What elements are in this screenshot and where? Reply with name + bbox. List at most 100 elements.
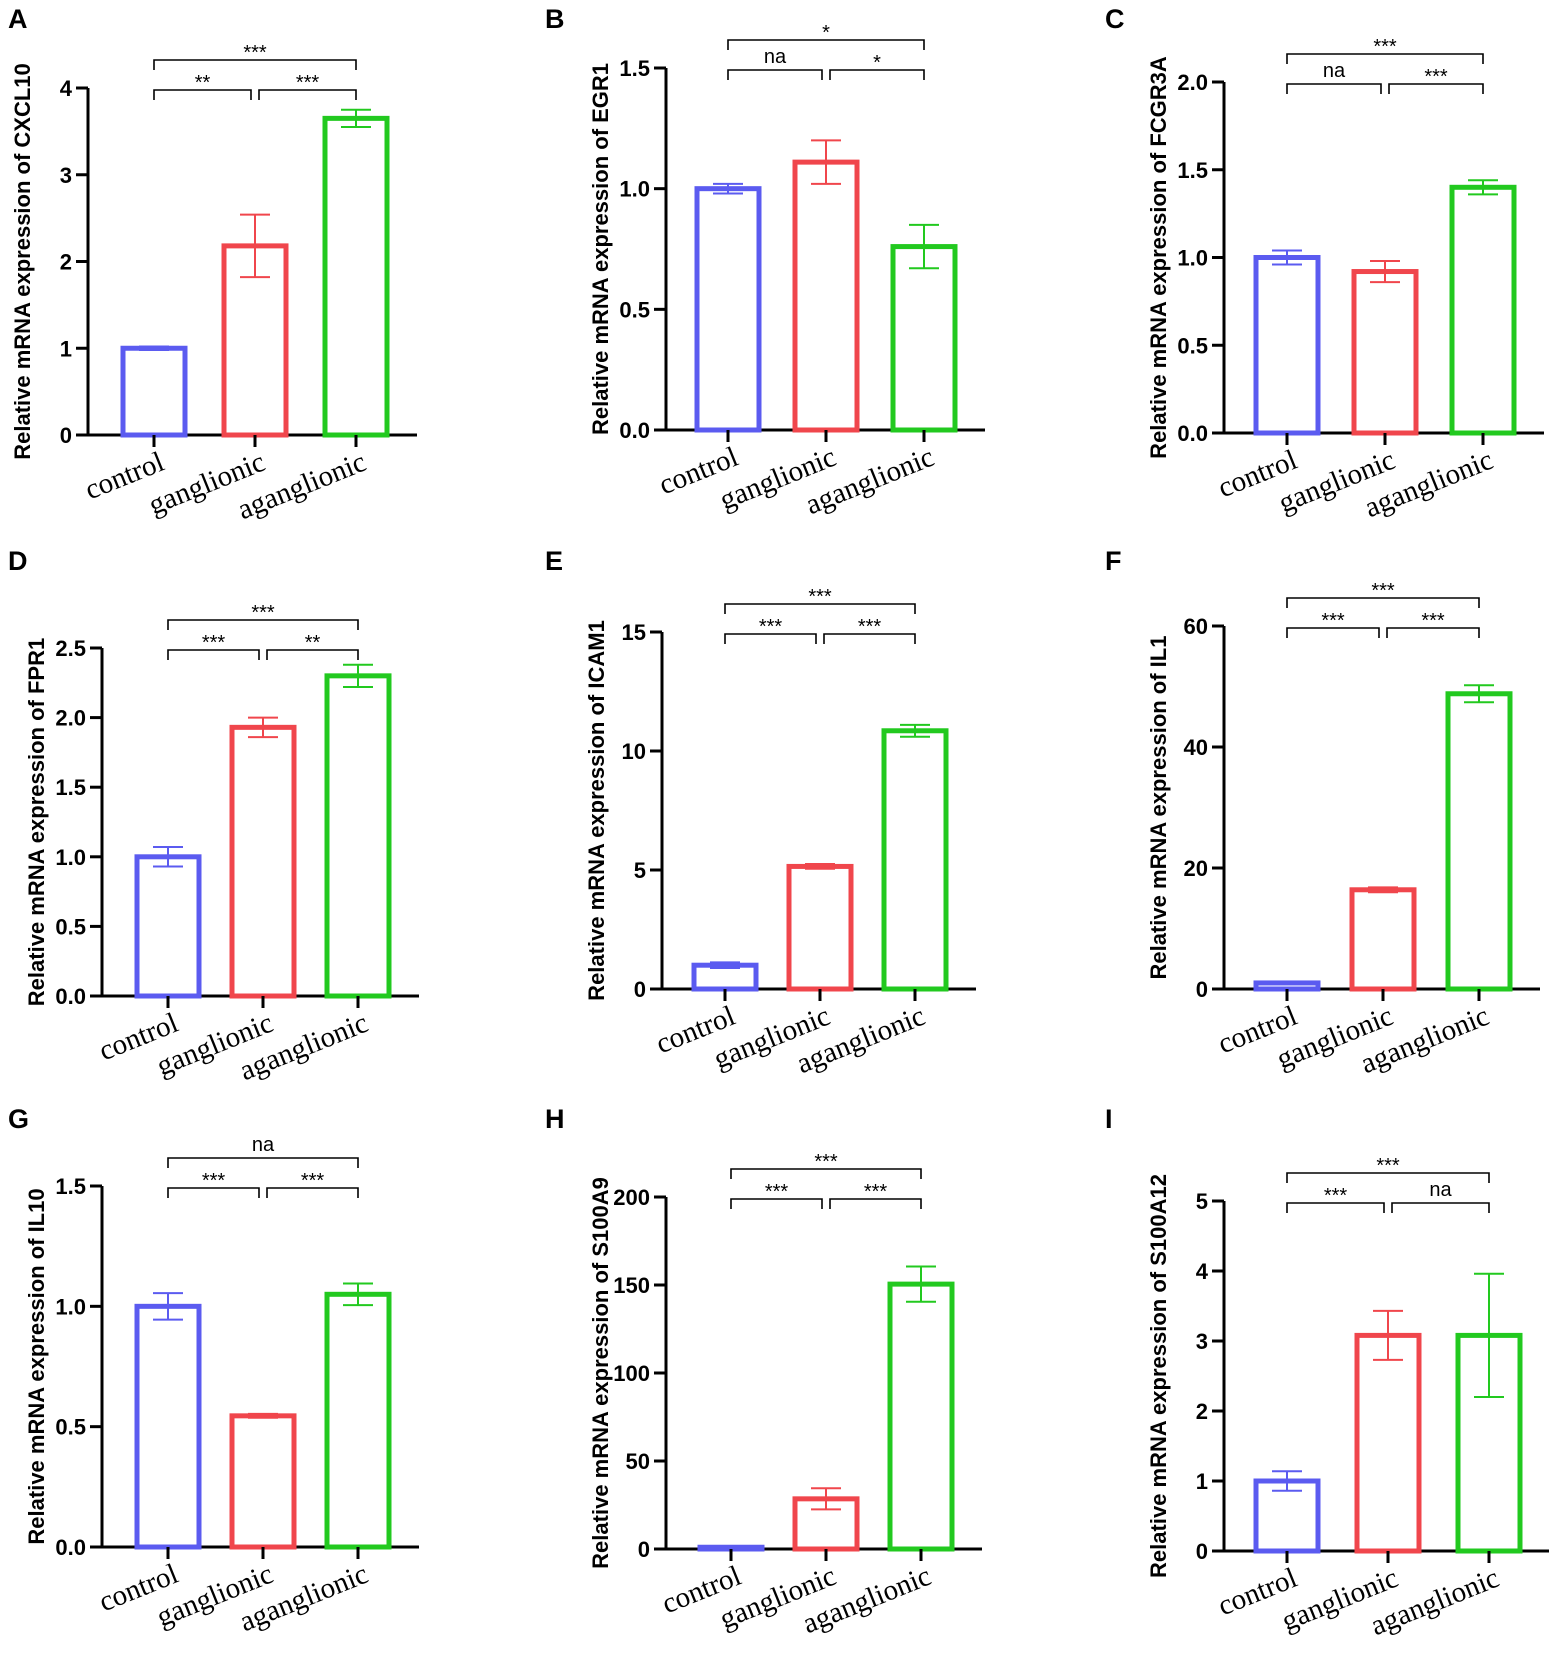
y-tick-label: 1.5 [55,1174,86,1199]
panel-c: C Relative mRNA expression of FCGR3A 0.0 0.… [1105,4,1544,524]
bar-ganglionic [786,863,854,992]
y-axis-label: Relative mRNA expression of CXCL10 [10,63,35,460]
y-tick-label: 60 [1184,614,1208,639]
bar-ganglionic [229,1413,297,1550]
panel-letter: A [8,4,28,34]
y-tick-label: 5 [1196,1189,1208,1214]
y-tick-label: 0.5 [1177,333,1208,358]
significance-bracket [153,59,357,70]
significance-label: *** [1324,1185,1348,1207]
y-tick-label: 0.5 [619,297,650,322]
significance-bracket [1391,1202,1490,1213]
y-axis-label: Relative mRNA expression of FCGR3A [1146,56,1171,459]
significance-bracket [727,69,823,80]
y-tick-label: 3 [60,163,72,188]
significance-label: *** [864,1181,888,1203]
significance-label: na [1429,1179,1452,1201]
y-tick-label: 1.0 [619,177,650,202]
y-tick-label: 1 [1196,1469,1208,1494]
bar-aganglionic [324,1291,392,1550]
panel-letter: B [545,4,565,34]
y-axis-label: Relative mRNA expression of IL1 [1146,636,1171,980]
significance-label: *** [243,42,267,64]
significance-label: *** [251,602,275,624]
y-tick-label: 15 [622,620,646,645]
panel-letter: I [1105,1104,1113,1134]
y-tick-label: 2.5 [55,636,86,661]
bar-ganglionic [1354,1332,1422,1554]
y-tick-label: 2 [1196,1399,1208,1424]
y-axis-label: Relative mRNA expression of IL10 [24,1188,49,1544]
panel-letter: H [545,1104,565,1134]
y-tick-label: 4 [1196,1259,1209,1284]
significance-label: ** [305,632,321,654]
y-tick-label: 2.0 [55,706,86,731]
significance-label: *** [759,616,783,638]
y-tick-label: 2.0 [1177,70,1208,95]
significance-label: *** [202,1170,226,1192]
significance-label: na [252,1134,275,1156]
y-tick-label: 0.0 [55,984,86,1009]
significance-label: * [822,22,830,44]
y-tick-label: 40 [1184,735,1208,760]
significance-label: *** [296,72,320,94]
panel-a: A Relative mRNA expression of CXCL10 0 1 2 3 4… [8,4,417,526]
significance-bracket [167,619,359,630]
bar-control [120,345,188,438]
panel-letter: D [8,546,28,576]
panel-d: D Relative mRNA expression of FPR1 0.0 0.5 1… [8,546,419,1087]
panel-letter: G [8,1104,29,1134]
panel-letter: E [545,546,563,576]
y-tick-label: 50 [626,1449,650,1474]
bar-aganglionic [1445,691,1513,992]
significance-label: *** [1373,36,1397,58]
bar-aganglionic [1449,184,1517,436]
panel-letter: F [1105,546,1122,576]
significance-bracket [730,1168,922,1179]
significance-bracket [167,649,260,660]
y-axis-label: Relative mRNA expression of S100A9 [588,1177,613,1569]
y-tick-label: 0.0 [619,418,650,443]
y-tick-label: 5 [634,858,646,883]
y-axis-label: Relative mRNA expression of ICAM1 [584,620,609,1001]
bar-ganglionic [1349,887,1417,992]
significance-label: *** [301,1170,325,1192]
y-tick-label: 0.0 [1177,421,1208,446]
significance-label: *** [814,1151,838,1173]
y-tick-label: 1.5 [619,56,650,81]
panel-e: E Relative mRNA expression of ICAM1 0 5 10 15… [545,546,976,1080]
y-tick-label: 1.0 [55,845,86,870]
significance-label: * [873,52,881,74]
y-tick-label: 1.0 [1177,246,1208,271]
y-axis-label: Relative mRNA expression of FPR1 [24,638,49,1006]
y-tick-label: 0.5 [55,1415,86,1440]
bar-control [134,854,202,999]
significance-bracket [1286,1202,1385,1213]
significance-bracket [167,1157,359,1168]
bar-aganglionic [322,115,390,438]
y-tick-label: 1.5 [1177,158,1208,183]
significance-bracket [829,69,925,80]
significance-bracket [730,1198,823,1209]
y-tick-label: 100 [613,1361,650,1386]
bar-control [134,1303,202,1550]
significance-bracket [153,89,252,100]
y-tick-label: 0 [638,1537,650,1562]
bar-ganglionic [792,159,860,433]
bar-control [1253,255,1321,436]
panel-b: B Relative mRNA expression of EGR1 0.0 0.5 1… [545,4,985,521]
significance-label: *** [1421,610,1445,632]
y-tick-label: 150 [613,1273,650,1298]
significance-bracket [727,39,925,50]
y-tick-label: 0 [60,423,72,448]
significance-label: *** [1424,66,1448,88]
y-tick-label: 4 [60,76,73,101]
y-tick-label: 10 [622,739,646,764]
bar-aganglionic [881,728,949,992]
y-tick-label: 200 [613,1185,650,1210]
significance-bracket [823,633,916,644]
y-tick-label: 0.5 [55,914,86,939]
bar-ganglionic [1351,269,1419,436]
